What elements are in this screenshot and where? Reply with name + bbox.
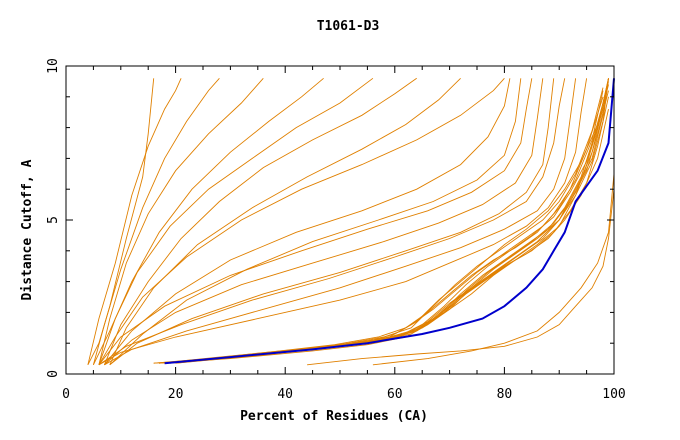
model-curve-18 [104, 78, 544, 366]
model-curve-17 [109, 78, 555, 366]
x-tick-label: 0 [62, 387, 70, 402]
model-curve-23 [109, 77, 461, 365]
model-curve-19 [98, 78, 533, 366]
model-curve-8 [153, 96, 604, 364]
x-tick-label: 60 [387, 387, 403, 402]
model-curve-22 [98, 78, 505, 366]
model-curve-9 [170, 78, 609, 364]
model-curve-25 [98, 77, 374, 365]
model-curve-20 [109, 78, 522, 366]
model-curve-30 [87, 78, 155, 366]
model-curve-21 [104, 78, 511, 366]
model-curve-13 [159, 87, 604, 364]
x-tick-label: 40 [277, 387, 293, 402]
y-tick-label: 0 [46, 370, 61, 378]
model-curve-27 [98, 78, 264, 365]
model-curve-24 [103, 77, 417, 365]
model-curve-26 [92, 77, 324, 365]
x-tick-label: 100 [602, 387, 625, 402]
x-tick-label: 80 [497, 387, 513, 402]
model-curve-31 [307, 78, 615, 366]
series-layer [87, 77, 615, 366]
x-tick-label: 20 [168, 387, 184, 402]
model-curve-29 [87, 78, 182, 365]
highlighted-model-curve [164, 78, 615, 365]
model-curve-32 [372, 78, 615, 366]
model-curve-28 [92, 78, 220, 365]
y-axis-label: Distance Cutoff, A [20, 159, 35, 300]
plot-frame [65, 65, 615, 375]
x-axis-label: Percent of Residues (CA) [240, 409, 428, 424]
model-curve-3 [170, 78, 609, 364]
model-curve-10 [159, 90, 604, 364]
ticks-layer: 0 20 40 60 80 100 0 5 10 [46, 58, 626, 402]
model-curve-16 [98, 78, 566, 366]
y-tick-label: 5 [46, 216, 61, 224]
model-curve-11 [175, 78, 609, 364]
model-curve-14 [98, 78, 588, 366]
model-curve-15 [104, 78, 577, 366]
chart-title: T1061-D3 [317, 19, 380, 34]
y-tick-label: 10 [46, 58, 61, 74]
